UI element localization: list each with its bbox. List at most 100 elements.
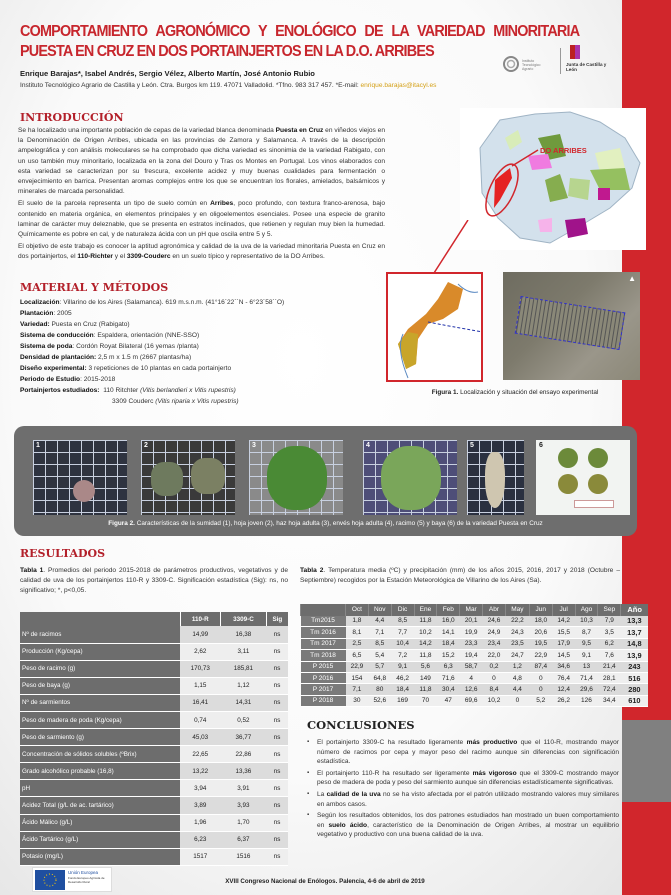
row-label: Tm2015 (300, 615, 346, 628)
cell: ns (266, 745, 288, 764)
table1-header: 110-R 3309-C Sig (20, 612, 288, 626)
cell: 14,5 (552, 649, 576, 662)
table2-header: Oct Nov Dic Ene Feb Mar Abr May Jun Jul Ago Sep Año (300, 604, 648, 616)
cell: 52,6 (368, 695, 392, 708)
cell: 10,2 (414, 626, 437, 639)
cell: 3,93 (220, 796, 267, 815)
cell: 10,2 (482, 695, 506, 708)
cell: 15,5 (552, 626, 576, 639)
cell: 126 (575, 695, 598, 708)
cell: 16,0 (436, 615, 460, 628)
cell: 4,8 (505, 672, 530, 685)
table1-row: Ácido Tartárico (g/L) 6,23 6,37 ns (20, 831, 288, 849)
cell: 29,6 (575, 683, 598, 696)
cell: 22,86 (220, 745, 267, 764)
cell: 5,4 (368, 649, 392, 662)
table2-row: P 2018 30 52,6 169 70 47 69,6 10,2 0 5,2 26,2 126 34… (300, 695, 648, 708)
section-heading-resultados: RESULTADOS (20, 547, 106, 560)
cell: ns (266, 796, 288, 815)
row-label: Peso de racimo (g) (20, 660, 180, 678)
cell: 610 (620, 695, 648, 708)
cell: 23,4 (482, 638, 506, 651)
conclusion-item: Según los resultados obtenidos, los dos … (307, 811, 619, 840)
table1-row: Peso de baya (g) 1,15 1,12 ns (20, 677, 288, 695)
poster-title-line2: PUESTA EN CRUZ EN DOS PORTAINJERTOS EN L… (20, 43, 435, 60)
inset-map-arribes (386, 272, 484, 382)
cell: 26,2 (552, 695, 576, 708)
cell: ns (266, 831, 288, 849)
row-label: Peso de sarmiento (g) (20, 728, 180, 747)
row-label: Potasio (mg/L) (20, 848, 180, 866)
row-label: Grado alcohólico probable (16,8) (20, 762, 180, 781)
map-connector-line (433, 220, 469, 274)
cell: 8,1 (345, 626, 369, 639)
table1-row: Acidez Total (g/L de ac. tartárico) 3,89 3… (20, 796, 288, 815)
methods-item: Periodo de Estudio: 2015-2018 (20, 376, 116, 383)
cell: 1,70 (220, 814, 267, 832)
cell: 30 (345, 695, 369, 708)
cell: 15,2 (436, 649, 460, 662)
cell: ns (266, 814, 288, 832)
logo-divider (560, 48, 561, 74)
cell: 6,5 (345, 649, 369, 662)
column-header: Jun (528, 604, 553, 616)
table1-row: Nº de sarmientos 16,41 14,31 ns (20, 694, 288, 712)
section-heading-conclusiones: CONCLUSIONES (307, 718, 415, 732)
cell: 0 (529, 683, 553, 696)
conclusions-list: El portainjerto 3309-C ha resultado lige… (307, 738, 619, 842)
authors: Enrique Barajas*, Isabel Andrés, Sergio … (20, 69, 315, 78)
cell: 24,9 (482, 626, 506, 639)
aerial-photo-vineyard: ▲ (503, 272, 640, 380)
cell: 58,7 (459, 661, 483, 673)
table1-row: Potasio (mg/L) 1517 1516 ns (20, 848, 288, 866)
row-label: P 2018 (300, 695, 346, 708)
cell: 19,5 (529, 638, 553, 651)
cell: ns (266, 779, 288, 798)
affiliation-text: Instituto Tecnológico Agrario de Castill… (20, 82, 361, 89)
congress-footer: XVIII Congreso Nacional de Enólogos. Pal… (225, 878, 425, 885)
poster-title-line1: COMPORTAMIENTO AGRONÓMICO Y ENOLÓGICO DE… (20, 23, 580, 40)
row-label: P 2017 (300, 683, 346, 696)
row-label: Ácido Tartárico (g/L) (20, 831, 180, 849)
cell: 22,65 (180, 745, 221, 764)
row-label: P 2015 (300, 661, 346, 673)
table2: Oct Nov Dic Ene Feb Mar Abr May Jun Jul Ago Sep Año … (300, 604, 648, 708)
table2-row: Tm 2017 2,5 8,5 10,4 14,2 18,4 23,3 23,4 23,5 19,… (300, 638, 648, 651)
photo-grape-cluster: 5 (467, 440, 524, 515)
cell: 80 (368, 683, 392, 696)
cell: 16,41 (180, 694, 221, 712)
cell: 7,2 (391, 649, 415, 662)
methods-item: Localización: Villarino de los Aires (Sa… (20, 299, 285, 306)
figure2-caption: Figura 2. Características de la sumidad … (108, 520, 543, 527)
row-label: Peso de baya (g) (20, 677, 180, 695)
table2-row: Tm 2018 6,5 5,4 7,2 11,8 15,2 19,4 22,0 24,7 22,9… (300, 649, 648, 662)
cell: 13,3 (620, 615, 648, 628)
methods-item: Plantación: 2005 (20, 310, 72, 317)
email-link[interactable]: enrique.barajas@itacyl.es (360, 82, 437, 89)
table2-row: Tm2015 1,8 4,4 8,5 11,8 16,0 20,1 24,6 22,2 18,0 1… (300, 615, 648, 628)
cell: 10,4 (391, 638, 415, 651)
row-label: P 2016 (300, 672, 346, 685)
cell: ns (266, 677, 288, 695)
cell: 21,4 (597, 661, 621, 673)
cell: 18,4 (391, 683, 415, 696)
junta-castilla-leon-logo: Junta de Castilla y León (566, 45, 616, 75)
cell: 0 (529, 672, 553, 685)
cell: ns (266, 660, 288, 678)
table1-row: Ácido Málico (g/L) 1,96 1,70 ns (20, 814, 288, 832)
cell: 46,2 (391, 672, 415, 685)
coat-of-arms-icon (570, 45, 580, 59)
cell: 0 (505, 695, 530, 708)
itacyl-logo: Instituto Tecnológico Agrario (503, 56, 555, 72)
figure2-panel: 1 2 3 4 5 6 Figura 2. Características de… (14, 426, 637, 536)
cell: 13 (575, 661, 598, 673)
cell: 12,6 (459, 683, 483, 696)
methods-rootstocks-2: 3309 Couderc (Vitis riparia x Vitis rupe… (112, 398, 239, 405)
cell: 13,9 (620, 649, 648, 662)
cell: 4,4 (368, 615, 392, 628)
column-header: Sep (597, 604, 621, 616)
table1-caption: Tabla 1. Promedios del periodo 2015-2018… (20, 567, 288, 594)
cell: 6,23 (180, 831, 221, 849)
methods-item: Sistema de poda: Cordón Royat Bilateral … (20, 343, 199, 350)
cell: 185,81 (220, 660, 267, 678)
